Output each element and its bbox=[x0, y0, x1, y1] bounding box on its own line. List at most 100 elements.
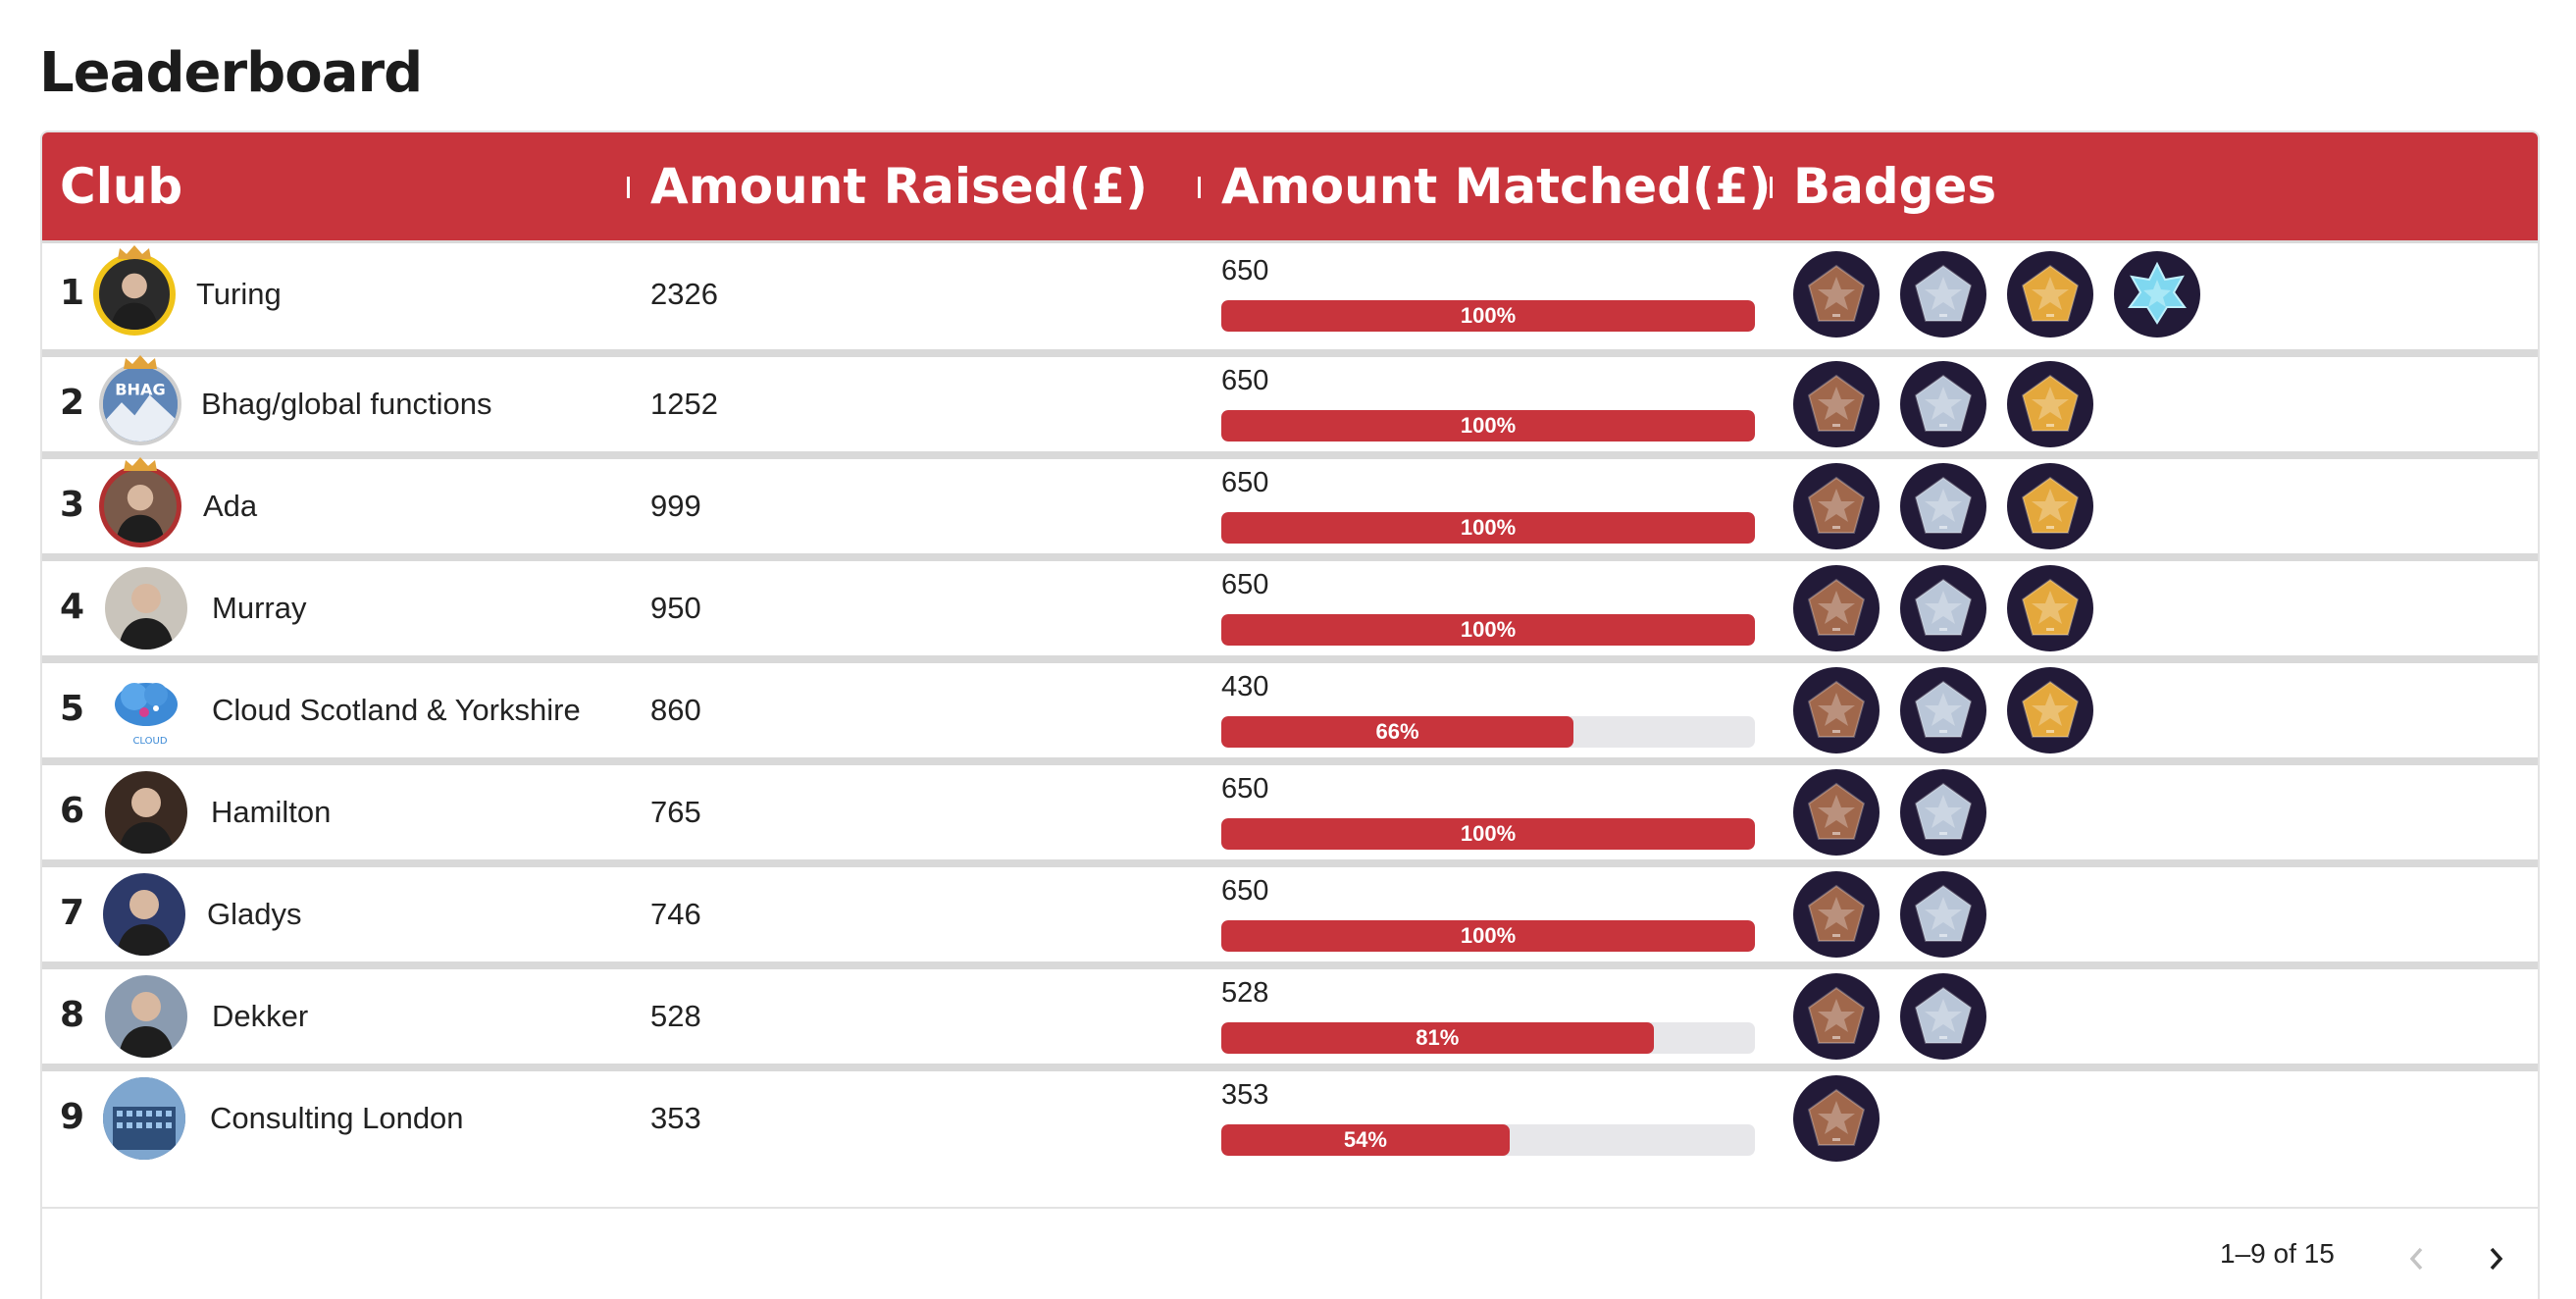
column-resize-handle[interactable] bbox=[627, 177, 630, 198]
rank-number: 1 bbox=[60, 273, 85, 313]
amount-matched: 650 bbox=[1221, 255, 1269, 286]
bronze-badge-icon[interactable] bbox=[1793, 251, 1880, 338]
match-progress-fill: 66% bbox=[1221, 716, 1574, 748]
club-avatar bbox=[105, 771, 187, 854]
rank-number: 7 bbox=[60, 893, 85, 933]
gold-badge-icon[interactable] bbox=[2007, 361, 2093, 447]
match-progress-fill: 100% bbox=[1221, 818, 1755, 850]
badge-list bbox=[1793, 361, 2093, 447]
silver-badge-icon[interactable] bbox=[1900, 871, 1986, 958]
silver-badge-icon[interactable] bbox=[1900, 973, 1986, 1060]
amount-raised: 1252 bbox=[650, 387, 718, 421]
gold-badge-icon[interactable] bbox=[2007, 667, 2093, 753]
club-avatar bbox=[105, 975, 187, 1058]
column-resize-handle[interactable] bbox=[1770, 177, 1773, 198]
match-progress-bar: 100% bbox=[1221, 818, 1755, 850]
match-progress-label: 66% bbox=[1375, 719, 1419, 744]
match-progress-fill: 100% bbox=[1221, 410, 1755, 442]
match-progress-label: 100% bbox=[1460, 923, 1517, 948]
bronze-badge-icon[interactable] bbox=[1793, 973, 1880, 1060]
amount-matched: 650 bbox=[1221, 875, 1269, 907]
match-progress-label: 54% bbox=[1343, 1127, 1387, 1152]
silver-badge-icon[interactable] bbox=[1900, 463, 1986, 549]
next-page-button[interactable] bbox=[2471, 1234, 2520, 1283]
crown-icon bbox=[124, 457, 157, 471]
rank-number: 8 bbox=[60, 995, 85, 1035]
chevron-right-icon bbox=[2490, 1247, 2503, 1271]
match-progress-label: 100% bbox=[1460, 303, 1517, 328]
pagination-bar: 1–9 of 15 bbox=[42, 1207, 2538, 1299]
leaderboard-table: Club Amount Raised(£) Amount Matched(£) … bbox=[40, 130, 2540, 1299]
table-row[interactable]: 3 Ada 999 650 100% bbox=[42, 451, 2538, 561]
club-avatar bbox=[103, 1077, 185, 1160]
match-progress-label: 100% bbox=[1460, 821, 1517, 846]
match-progress-fill: 100% bbox=[1221, 614, 1755, 646]
table-row[interactable]: 1 Turing 2326 650 100% bbox=[42, 240, 2538, 349]
badge-list bbox=[1793, 463, 2093, 549]
gold-badge-icon[interactable] bbox=[2007, 251, 2093, 338]
silver-badge-icon[interactable] bbox=[1900, 251, 1986, 338]
table-row[interactable]: 2 BHAG Bhag/global functions 1252 650 100% bbox=[42, 349, 2538, 459]
column-header-badges[interactable]: Badges bbox=[1793, 158, 1997, 215]
svg-text:BHAG: BHAG bbox=[115, 381, 166, 399]
bronze-badge-icon[interactable] bbox=[1793, 769, 1880, 856]
svg-text:CLOUD: CLOUD bbox=[132, 736, 167, 747]
bronze-badge-icon[interactable] bbox=[1793, 871, 1880, 958]
rank-number: 3 bbox=[60, 485, 85, 525]
match-progress-label: 100% bbox=[1460, 413, 1517, 438]
club-name: Bhag/global functions bbox=[201, 387, 492, 421]
bronze-badge-icon[interactable] bbox=[1793, 361, 1880, 447]
match-progress-fill: 100% bbox=[1221, 512, 1755, 544]
match-progress-fill: 100% bbox=[1221, 920, 1755, 952]
column-header-club[interactable]: Club bbox=[60, 158, 183, 215]
silver-badge-icon[interactable] bbox=[1900, 667, 1986, 753]
silver-badge-icon[interactable] bbox=[1900, 361, 1986, 447]
club-name: Cloud Scotland & Yorkshire bbox=[212, 693, 581, 727]
badge-list bbox=[1793, 871, 1986, 958]
amount-matched: 528 bbox=[1221, 977, 1269, 1009]
match-progress-bar: 100% bbox=[1221, 410, 1755, 442]
table-row[interactable]: 9 Consulting London 353 353 54% bbox=[42, 1064, 2538, 1173]
bronze-badge-icon[interactable] bbox=[1793, 463, 1880, 549]
amount-matched: 650 bbox=[1221, 467, 1269, 498]
table-row[interactable]: 8 Dekker 528 528 81% bbox=[42, 961, 2538, 1071]
club-name: Ada bbox=[203, 489, 258, 523]
amount-matched: 650 bbox=[1221, 773, 1269, 805]
column-resize-handle[interactable] bbox=[1198, 177, 1201, 198]
badge-list bbox=[1793, 1075, 1880, 1162]
table-row[interactable]: 6 Hamilton 765 650 100% bbox=[42, 757, 2538, 867]
club-name: Turing bbox=[196, 277, 282, 311]
column-header-matched[interactable]: Amount Matched(£) bbox=[1221, 158, 1772, 215]
silver-badge-icon[interactable] bbox=[1900, 565, 1986, 651]
amount-raised: 950 bbox=[650, 591, 701, 625]
match-progress-bar: 81% bbox=[1221, 1022, 1755, 1054]
table-row[interactable]: 4 Murray 950 650 100% bbox=[42, 553, 2538, 663]
rank-number: 2 bbox=[60, 383, 85, 423]
previous-page-button[interactable] bbox=[2393, 1234, 2442, 1283]
bronze-badge-icon[interactable] bbox=[1793, 667, 1880, 753]
match-progress-fill: 100% bbox=[1221, 300, 1755, 332]
club-name: Murray bbox=[212, 591, 307, 625]
match-progress-bar: 54% bbox=[1221, 1124, 1755, 1156]
gold-badge-icon[interactable] bbox=[2007, 463, 2093, 549]
rank-number: 6 bbox=[60, 791, 85, 831]
badge-list bbox=[1793, 769, 1986, 856]
match-progress-label: 81% bbox=[1416, 1025, 1460, 1050]
bronze-badge-icon[interactable] bbox=[1793, 565, 1880, 651]
match-progress-bar: 66% bbox=[1221, 716, 1755, 748]
match-progress-bar: 100% bbox=[1221, 614, 1755, 646]
club-name: Dekker bbox=[212, 999, 309, 1033]
column-header-raised[interactable]: Amount Raised(£) bbox=[650, 158, 1148, 215]
table-row[interactable]: 5 CLOUD Cloud Scotland & Yorkshire 860 430 66… bbox=[42, 655, 2538, 765]
bronze-badge-icon[interactable] bbox=[1793, 1075, 1880, 1162]
gold-badge-icon[interactable] bbox=[2007, 565, 2093, 651]
silver-badge-icon[interactable] bbox=[1900, 769, 1986, 856]
table-row[interactable]: 7 Gladys 746 650 100% bbox=[42, 859, 2538, 969]
page-title: Leaderboard bbox=[39, 41, 423, 105]
match-progress-fill: 81% bbox=[1221, 1022, 1654, 1054]
club-avatar bbox=[103, 873, 185, 956]
diamond-badge-icon[interactable] bbox=[2114, 251, 2200, 338]
rank-number: 4 bbox=[60, 587, 85, 627]
rank-number: 5 bbox=[60, 689, 85, 729]
table-header: Club Amount Raised(£) Amount Matched(£) … bbox=[42, 132, 2538, 240]
